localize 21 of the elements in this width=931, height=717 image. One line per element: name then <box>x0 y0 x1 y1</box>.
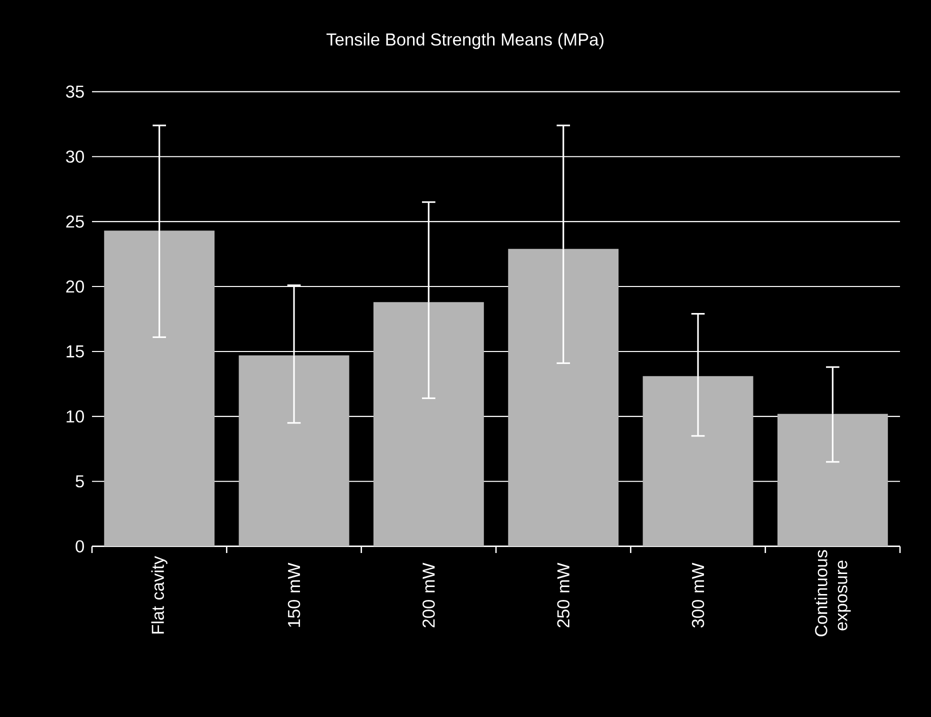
y-tick-label: 15 <box>66 345 84 358</box>
x-tick-label: Continuous exposure <box>814 550 851 636</box>
x-tick-label: 200 mW <box>422 562 435 628</box>
x-tick-label: 300 mW <box>692 562 704 628</box>
chart-title: Tensile Bond Strength Means (MPa) <box>326 32 604 50</box>
x-tick-label: 250 mW <box>557 562 570 628</box>
bar <box>642 376 754 546</box>
bar <box>373 302 484 546</box>
y-tick-label: 30 <box>66 150 84 163</box>
y-tick-label: 5 <box>76 475 84 488</box>
x-tick-label: 150 mW <box>288 562 300 627</box>
y-tick-label: 10 <box>66 410 84 423</box>
bar <box>238 355 350 546</box>
bar <box>104 230 215 546</box>
bar <box>508 248 619 546</box>
y-tick-label: 0 <box>76 540 84 552</box>
x-tick-label: Flat cavity <box>151 556 168 634</box>
y-tick-label: 20 <box>66 280 84 293</box>
bar <box>777 414 888 546</box>
y-tick-label: 35 <box>66 86 84 98</box>
y-tick-label: 25 <box>66 215 84 228</box>
